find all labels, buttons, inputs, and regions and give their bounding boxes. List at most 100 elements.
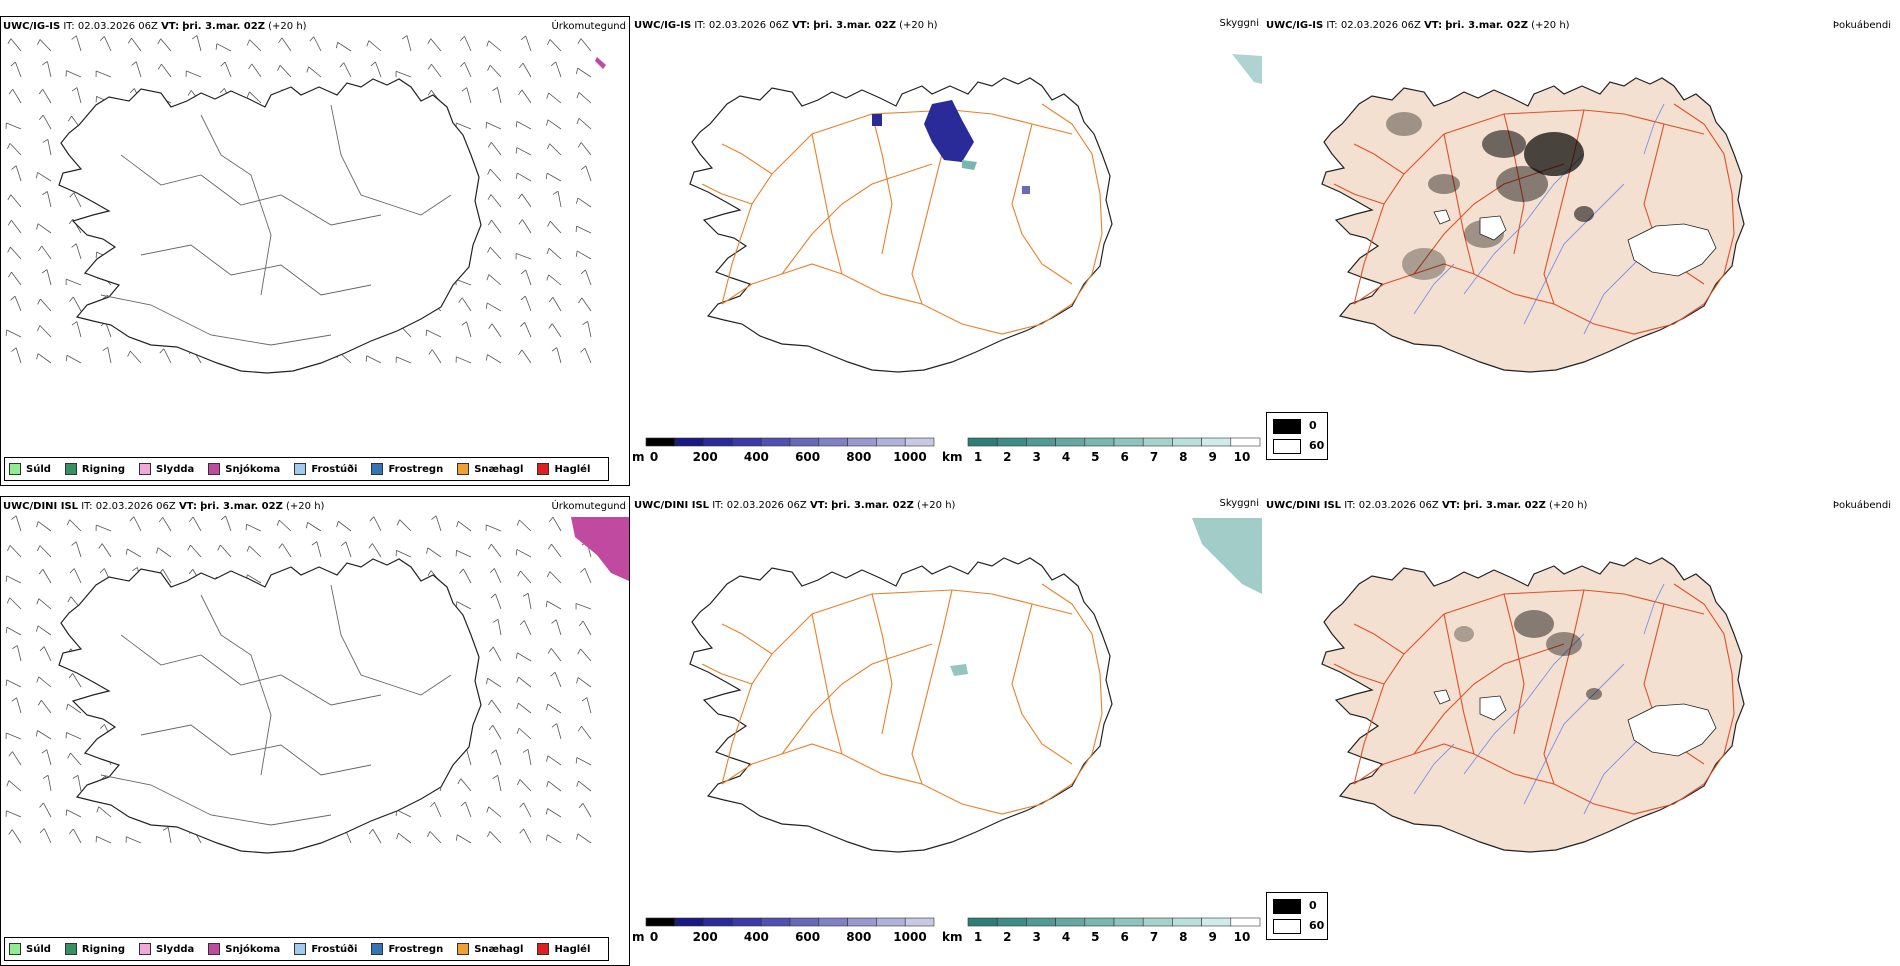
wind-barb — [66, 71, 81, 77]
wind-barb — [38, 626, 51, 635]
wind-barb — [523, 63, 531, 77]
wind-barb — [43, 89, 51, 103]
wind-barb — [583, 621, 591, 635]
wind-barb — [344, 63, 351, 77]
wind-barb — [252, 64, 261, 77]
tick-label: 5 — [1091, 450, 1099, 464]
visibility-map — [632, 514, 1262, 914]
wind-barb-flag — [521, 36, 526, 40]
precip-type-panel-bottom: UWC/DINI ISL IT: 02.03.2026 06Z VT: þri.… — [0, 496, 630, 966]
legend-swatch — [139, 943, 151, 955]
wind-barb — [308, 522, 321, 531]
height-unit: m — [632, 450, 645, 464]
wind-barb-flag — [130, 517, 134, 521]
wind-barb-flag — [551, 62, 556, 66]
wind-barb-flag — [430, 802, 434, 806]
wind-barb-flag — [69, 297, 73, 302]
wind-barb — [78, 775, 81, 791]
wind-barb — [70, 520, 81, 531]
wind-barb — [220, 545, 231, 557]
wind-barb — [74, 568, 81, 583]
wind-barb — [548, 781, 561, 791]
wind-barb — [524, 829, 531, 843]
tick-label: 1000 — [893, 450, 926, 464]
wind-barb-flag — [37, 224, 38, 230]
wind-barb — [164, 349, 171, 363]
colorbar-cell — [1231, 918, 1260, 926]
wind-barb-flag — [39, 115, 43, 120]
wind-barb-flag — [576, 68, 577, 74]
wind-barb-flag — [72, 36, 77, 40]
wind-barb — [520, 571, 531, 583]
wind-barb-flag — [546, 704, 547, 710]
wind-barb-flag — [580, 568, 584, 572]
wind-barb-flag — [8, 195, 11, 200]
wind-barb — [579, 118, 591, 129]
wind-barb — [490, 65, 501, 77]
wind-barb-flag — [487, 275, 489, 281]
wind-barb — [130, 351, 141, 363]
tick-label: 1000 — [893, 930, 926, 944]
wind-barb-flag — [67, 520, 69, 526]
legend-swatch — [65, 943, 77, 955]
panel-title: UWC/IG-IS IT: 02.03.2026 06Z VT: þri. 3.… — [3, 21, 307, 32]
wind-barb — [40, 326, 51, 337]
colorbar-cell — [675, 918, 704, 926]
wind-barb-flag — [582, 698, 587, 702]
wind-barb-flag — [132, 567, 137, 570]
wind-barb — [467, 750, 471, 765]
wind-barb-flag — [369, 544, 373, 549]
wind-barb — [193, 517, 201, 531]
wind-barb — [37, 731, 51, 739]
wind-barb-flag — [517, 677, 519, 683]
wind-barb-flag — [578, 298, 581, 303]
wind-barb-flag — [546, 808, 547, 814]
wind-barb-flag — [547, 248, 549, 254]
wind-barb-flag — [336, 42, 337, 48]
wind-barb-flag — [340, 63, 344, 67]
wind-barb-flag — [221, 516, 226, 520]
wind-barb-flag — [548, 221, 551, 226]
wind-barb — [547, 808, 561, 817]
legend-item-snjokoma: Snjókoma — [208, 943, 280, 955]
wind-barb-flag — [37, 354, 39, 360]
wind-barb — [467, 322, 471, 337]
wind-barb — [317, 542, 321, 557]
wind-barb — [398, 833, 411, 843]
wind-barb — [48, 775, 51, 791]
wind-barb-flag — [546, 601, 547, 607]
wind-barb — [42, 246, 51, 259]
wind-barb — [430, 831, 441, 843]
wind-barb — [104, 36, 111, 51]
wind-barb — [96, 71, 111, 77]
precip-wind-map — [1, 35, 629, 455]
wind-barb-flag — [576, 834, 577, 840]
wind-barb-flag — [547, 93, 549, 99]
wind-barb-flag — [427, 831, 430, 836]
wind-barb — [108, 347, 111, 363]
wind-barb — [314, 37, 321, 51]
wind-barb — [517, 173, 531, 181]
field-name: Skyggni — [1219, 498, 1259, 509]
wind-barb-flag — [130, 88, 134, 92]
wind-barb-flag — [486, 678, 487, 684]
fog-scale-top: 0 60 — [1266, 412, 1328, 460]
wind-barb-flag — [366, 356, 367, 362]
wind-barb-flag — [519, 63, 523, 68]
tick-label: 10 — [1234, 930, 1251, 944]
wind-barb — [12, 830, 21, 843]
fog-map — [1264, 34, 1894, 434]
wind-barb-flag — [337, 521, 339, 527]
wind-barb — [127, 549, 141, 557]
tick-label: 6 — [1120, 450, 1128, 464]
wind-barb-flag — [520, 829, 524, 834]
legend-swatch — [294, 463, 306, 475]
wind-barb — [576, 603, 591, 609]
wind-barb-flag — [189, 517, 193, 522]
wind-barb-flag — [520, 803, 524, 808]
wind-barb-flag — [40, 647, 44, 651]
wind-barb-flag — [516, 173, 517, 179]
wind-barb — [99, 807, 111, 817]
snow-area — [595, 57, 606, 69]
